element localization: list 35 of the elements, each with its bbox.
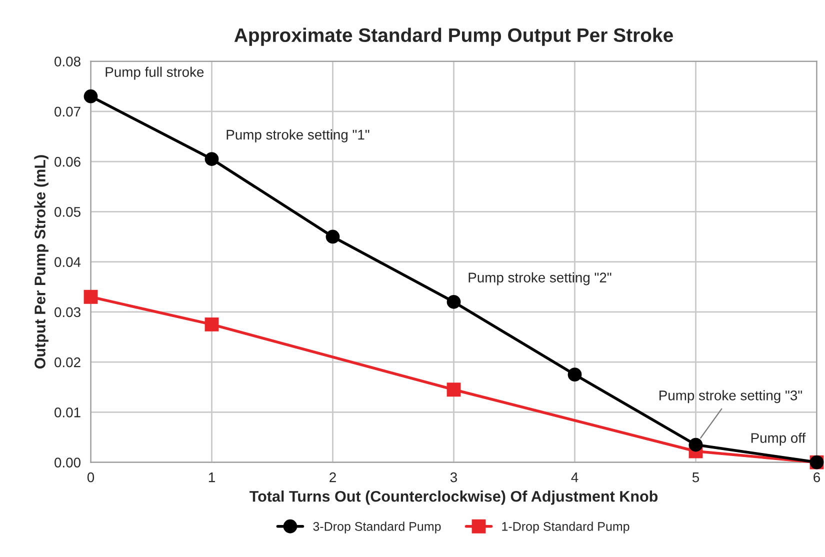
y-tick-label: 0.06 bbox=[54, 156, 80, 167]
point bbox=[568, 368, 582, 382]
y-tick-label: 0.02 bbox=[54, 357, 80, 368]
x-tick-label: 0 bbox=[87, 472, 94, 482]
annotation: Pump stroke setting "3" bbox=[660, 390, 802, 404]
point bbox=[84, 290, 98, 304]
x-tick-label: 5 bbox=[692, 472, 700, 482]
point bbox=[326, 230, 340, 244]
y-tick-label: 0.07 bbox=[54, 106, 80, 117]
y-axis-title: Output Per Pump Stroke (mL) bbox=[34, 155, 48, 369]
y-tick-label: 0.00 bbox=[54, 458, 80, 468]
y-tick-label: 0.01 bbox=[54, 408, 80, 418]
x-tick-label: 3 bbox=[450, 472, 457, 482]
y-tick-label: 0.08 bbox=[54, 56, 80, 66]
x-tick-label: 2 bbox=[330, 472, 336, 482]
x-tick-label: 1 bbox=[208, 472, 215, 482]
annotation: Pump off bbox=[751, 432, 806, 446]
x-axis-title: Total Turns Out (Counterclockwise) Of Adjustment Knob bbox=[250, 490, 658, 505]
point bbox=[446, 294, 461, 309]
annotation: Pump stroke setting "2" bbox=[468, 272, 612, 286]
y-tick-label: 0.05 bbox=[54, 206, 80, 217]
x-tick-label: 4 bbox=[571, 472, 578, 482]
point bbox=[204, 152, 219, 166]
point bbox=[688, 438, 703, 452]
legend-label: 3-Drop Standard Pump bbox=[313, 522, 441, 534]
point bbox=[446, 382, 461, 397]
y-tick-label: 0.04 bbox=[54, 257, 81, 267]
y-tick-label: 0.03 bbox=[54, 307, 80, 318]
annotation: Pump stroke setting "1" bbox=[226, 129, 370, 142]
point bbox=[84, 89, 98, 104]
annotation: Pump full stroke bbox=[106, 66, 204, 80]
x-tick-label: 6 bbox=[814, 472, 820, 482]
chart-title: Approximate Standard Pump Output Per Stroke bbox=[234, 28, 673, 46]
legend-label: 1-Drop Standard Pump bbox=[502, 522, 630, 534]
point bbox=[204, 318, 219, 332]
